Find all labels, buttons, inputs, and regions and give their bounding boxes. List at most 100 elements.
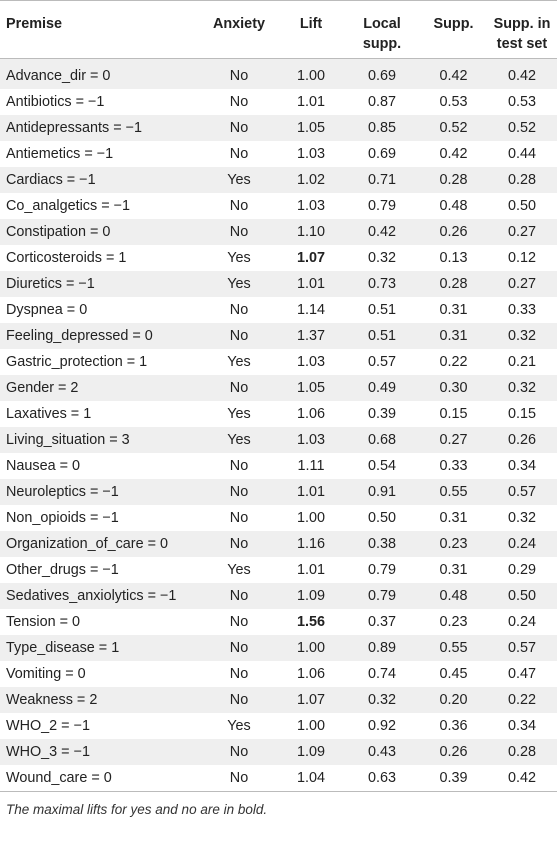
lift-cell: 1.03: [278, 427, 344, 453]
local-supp-cell: 0.50: [367, 510, 396, 526]
premise-cell: Nausea = 0: [6, 458, 81, 474]
anxiety-cell: No: [229, 458, 249, 474]
table-row: Wound_care = 0 No 1.04 0.63 0.39 0.42: [0, 765, 557, 792]
supp-test-cell: 0.34: [507, 458, 536, 474]
premise-cell: Sedatives_anxiolytics = −1: [0, 583, 200, 609]
local-supp-cell: 0.89: [344, 635, 420, 661]
anxiety-cell: No: [229, 146, 249, 162]
supp-cell: 0.23: [420, 531, 487, 557]
premise-cell: Antibiotics = −1: [6, 94, 105, 110]
supp-test-cell: 0.42: [487, 58, 557, 89]
anxiety-cell: Yes: [200, 167, 278, 193]
lift-cell: 1.00: [296, 510, 325, 526]
table-row: Sedatives_anxiolytics = −1 No 1.09 0.79 0.48…: [0, 583, 557, 609]
local-supp-cell: 0.73: [344, 271, 420, 297]
supp-cell: 0.39: [420, 765, 487, 792]
anxiety-cell: Yes: [227, 354, 251, 370]
lift-cell: 1.04: [278, 765, 344, 792]
supp-cell: 0.31: [439, 562, 468, 578]
premise-cell: Gastric_protection = 1: [6, 354, 148, 370]
table-row: Corticosteroids = 1 Yes 1.07 0.32 0.13 0.12: [0, 245, 557, 271]
lift-cell: 1.01: [278, 271, 344, 297]
lift-cell: 1.01: [278, 479, 344, 505]
rules-table: Premise Anxiety Lift Local supp. Supp. Supp. i…: [0, 0, 557, 792]
premise-cell: Constipation = 0: [0, 219, 200, 245]
premise-cell: Antidepressants = −1: [0, 115, 200, 141]
lift-cell: 1.03: [296, 354, 325, 370]
anxiety-cell: No: [200, 635, 278, 661]
local-supp-cell: 0.39: [367, 406, 396, 422]
supp-test-cell: 0.53: [507, 94, 536, 110]
local-supp-cell: 0.51: [344, 323, 420, 349]
table-body: Advance_dir = 0 No 1.00 0.69 0.42 0.42 Antibio…: [0, 58, 557, 792]
lift-cell: 1.09: [278, 739, 344, 765]
supp-test-header: Supp. in test set: [487, 0, 557, 59]
local-supp-cell: 0.42: [344, 219, 420, 245]
supp-test-cell: 0.27: [487, 271, 557, 297]
supp-test-cell: 0.28: [487, 167, 557, 193]
supp-test-cell: 0.26: [487, 427, 557, 453]
supp-cell: 0.31: [420, 323, 487, 349]
supp-test-cell: 0.32: [487, 375, 557, 401]
supp-test-cell: 0.29: [507, 562, 536, 578]
anxiety-cell: Yes: [200, 271, 278, 297]
table-header: Premise Anxiety Lift Local supp. Supp. Supp. i…: [0, 0, 557, 59]
table-row: Type_disease = 1 No 1.00 0.89 0.55 0.57: [0, 635, 557, 661]
lift-cell: 1.56: [296, 614, 325, 630]
table-row: Tension = 0 No 1.56 0.37 0.23 0.24: [0, 609, 557, 635]
table-row: Advance_dir = 0 No 1.00 0.69 0.42 0.42: [0, 58, 557, 89]
table-row: Diuretics = −1 Yes 1.01 0.73 0.28 0.27: [0, 271, 557, 297]
local-supp-header: Local supp.: [344, 0, 420, 59]
local-supp-cell: 0.79: [344, 583, 420, 609]
anxiety-cell: No: [200, 375, 278, 401]
supp-cell: 0.33: [439, 458, 468, 474]
premise-header: Premise: [0, 0, 200, 59]
local-supp-cell: 0.57: [367, 354, 396, 370]
supp-test-cell: 0.42: [487, 765, 557, 792]
lift-cell: 1.06: [296, 406, 325, 422]
lift-cell: 1.05: [278, 115, 344, 141]
supp-test-cell: 0.32: [507, 510, 536, 526]
premise-cell: Type_disease = 1: [0, 635, 200, 661]
local-supp-cell: 0.37: [367, 614, 396, 630]
table-row: Antibiotics = −1 No 1.01 0.87 0.53 0.53: [0, 89, 557, 115]
supp-test-cell: 0.24: [507, 614, 536, 630]
premise-cell: Laxatives = 1: [6, 406, 92, 422]
supp-test-cell: 0.52: [487, 115, 557, 141]
anxiety-cell: Yes: [200, 427, 278, 453]
anxiety-cell: No: [200, 479, 278, 505]
supp-cell: 0.27: [420, 427, 487, 453]
table-row: Gender = 2 No 1.05 0.49 0.30 0.32: [0, 375, 557, 401]
anxiety-cell: No: [200, 219, 278, 245]
premise-cell: Advance_dir = 0: [0, 58, 200, 89]
local-supp-cell: 0.85: [344, 115, 420, 141]
local-supp-cell: 0.91: [344, 479, 420, 505]
table-row: Cardiacs = −1 Yes 1.02 0.71 0.28 0.28: [0, 167, 557, 193]
lift-cell: 1.07: [278, 687, 344, 713]
anxiety-cell: No: [200, 58, 278, 89]
premise-cell: Other_drugs = −1: [6, 562, 119, 578]
table-row: Vomiting = 0 No 1.06 0.74 0.45 0.47: [0, 661, 557, 687]
anxiety-cell: No: [200, 531, 278, 557]
table-row: WHO_2 = −1 Yes 1.00 0.92 0.36 0.34: [0, 713, 557, 739]
supp-cell: 0.23: [439, 614, 468, 630]
anxiety-header: Anxiety: [200, 0, 278, 59]
local-supp-cell: 0.32: [344, 687, 420, 713]
table-row: Co_analgetics = −1 No 1.03 0.79 0.48 0.50: [0, 193, 557, 219]
lift-cell: 1.11: [297, 458, 325, 474]
lift-cell: 1.02: [278, 167, 344, 193]
lift-cell: 1.07: [296, 250, 325, 266]
table-row: Feeling_depressed = 0 No 1.37 0.51 0.31 0.32: [0, 323, 557, 349]
supp-cell: 0.13: [439, 250, 468, 266]
lift-cell: 1.37: [278, 323, 344, 349]
supp-test-cell: 0.44: [507, 146, 536, 162]
supp-cell: 0.26: [420, 739, 487, 765]
supp-test-cell: 0.12: [507, 250, 536, 266]
supp-test-cell: 0.50: [507, 198, 536, 214]
local-supp-cell: 0.92: [367, 718, 396, 734]
local-supp-cell: 0.69: [367, 146, 396, 162]
local-supp-cell: 0.79: [367, 562, 396, 578]
supp-cell: 0.55: [420, 479, 487, 505]
table-row: Other_drugs = −1 Yes 1.01 0.79 0.31 0.29: [0, 557, 557, 583]
